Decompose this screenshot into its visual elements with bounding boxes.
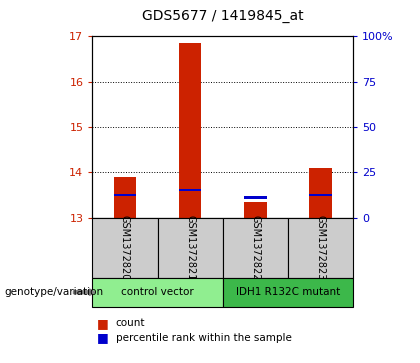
Bar [158,218,223,278]
Bar [288,218,353,278]
Text: GSM1372821: GSM1372821 [185,215,195,281]
Bar [223,278,353,307]
Text: ■: ■ [97,317,108,330]
Bar [178,43,202,218]
Text: count: count [116,318,145,328]
Text: GDS5677 / 1419845_at: GDS5677 / 1419845_at [142,9,303,23]
Bar [244,202,267,218]
Text: GSM1372820: GSM1372820 [120,215,130,281]
Text: genotype/variation: genotype/variation [4,287,103,297]
Bar [113,194,136,196]
Bar [309,168,332,218]
Bar [178,189,202,191]
Bar [113,177,136,218]
Bar [244,196,267,199]
Text: percentile rank within the sample: percentile rank within the sample [116,333,291,343]
Bar [309,194,332,196]
Text: control vector: control vector [121,287,194,297]
Text: GSM1372823: GSM1372823 [315,215,325,281]
Bar [92,278,223,307]
Text: ■: ■ [97,331,108,344]
Text: IDH1 R132C mutant: IDH1 R132C mutant [236,287,340,297]
Text: GSM1372822: GSM1372822 [250,215,260,281]
Bar [223,218,288,278]
Bar [92,218,158,278]
